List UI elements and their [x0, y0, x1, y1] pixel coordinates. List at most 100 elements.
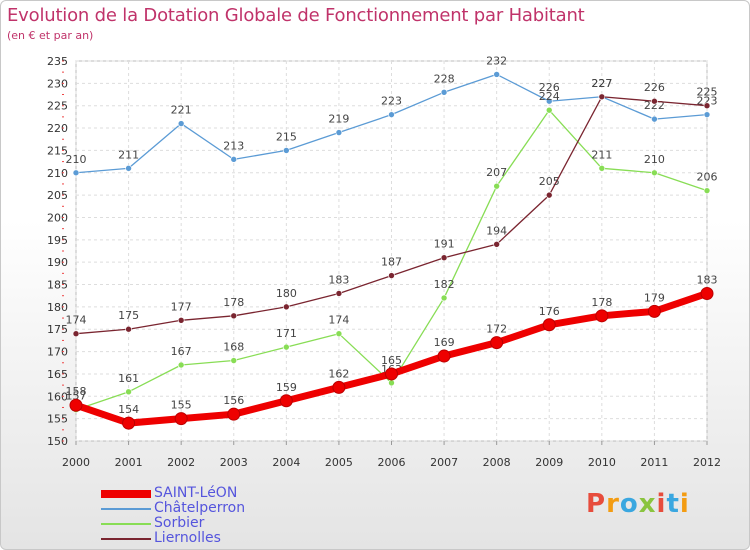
- data-point-liernolles: [598, 93, 606, 101]
- legend-label: Châtelperron: [154, 500, 246, 516]
- x-tick-label: 2009: [535, 456, 563, 469]
- legend-swatch: [101, 523, 151, 525]
- data-point-liernolles: [493, 240, 500, 248]
- data-label-ch-telperron: 226: [539, 81, 560, 94]
- y-tick-label: 175: [47, 323, 68, 336]
- x-tick-label: 2000: [62, 456, 90, 469]
- data-label-saint-l-on: 159: [276, 381, 297, 394]
- data-point-ch-telperron: [125, 164, 132, 172]
- data-label-liernolles: 205: [539, 175, 560, 188]
- y-tick-label: 205: [47, 189, 68, 202]
- data-point-saint-l-on: [647, 304, 661, 318]
- data-point-liernolles: [335, 290, 343, 297]
- data-point-liernolles: [440, 254, 448, 262]
- legend-swatch: [101, 508, 151, 510]
- logo-letter: i: [679, 489, 690, 519]
- data-point-ch-telperron: [72, 169, 80, 177]
- data-label-liernolles: 180: [276, 287, 297, 300]
- data-label-liernolles: 225: [697, 86, 718, 99]
- y-tick-label: 215: [47, 144, 68, 157]
- data-label-liernolles: 175: [118, 309, 139, 322]
- data-label-ch-telperron: 211: [118, 148, 139, 161]
- data-label-saint-l-on: 169: [434, 336, 455, 349]
- data-point-saint-l-on: [542, 318, 556, 332]
- legend-label: Sorbier: [154, 515, 205, 531]
- data-point-sorbier: [493, 182, 500, 190]
- data-point-saint-l-on: [122, 416, 136, 430]
- data-label-sorbier: 224: [539, 90, 560, 103]
- x-tick-label: 2002: [167, 456, 195, 469]
- x-tick-label: 2010: [588, 456, 616, 469]
- legend-label: Liernolles: [154, 530, 221, 546]
- data-label-sorbier: 161: [118, 372, 139, 385]
- data-point-liernolles: [283, 303, 290, 311]
- data-label-saint-l-on: 165: [381, 354, 402, 367]
- logo-letter: o: [619, 489, 639, 519]
- data-point-saint-l-on: [227, 407, 241, 421]
- data-label-sorbier: 168: [223, 341, 244, 354]
- data-point-ch-telperron: [335, 129, 343, 136]
- logo-letter: r: [606, 489, 620, 519]
- data-point-liernolles: [651, 97, 658, 105]
- y-tick-label: 210: [47, 167, 68, 180]
- logo-letter: i: [656, 489, 667, 519]
- data-label-ch-telperron: 219: [328, 113, 349, 126]
- data-label-ch-telperron: 222: [644, 99, 665, 112]
- x-tick-label: 2012: [693, 456, 721, 469]
- x-tick-label: 2005: [325, 456, 353, 469]
- data-point-saint-l-on: [437, 349, 451, 363]
- data-label-ch-telperron: 210: [66, 153, 87, 166]
- y-tick-label: 220: [47, 122, 68, 135]
- y-tick-label: 200: [47, 211, 68, 224]
- data-label-sorbier: 167: [171, 345, 192, 358]
- y-tick-label: 165: [47, 368, 68, 381]
- data-label-liernolles: 227: [591, 77, 612, 90]
- data-label-saint-l-on: 158: [66, 385, 87, 398]
- data-point-saint-l-on: [279, 394, 293, 408]
- y-tick-label: 235: [47, 55, 68, 68]
- data-label-sorbier: 210: [644, 153, 665, 166]
- data-label-sorbier: 171: [276, 327, 297, 340]
- data-label-liernolles: 187: [381, 256, 402, 269]
- data-point-liernolles: [72, 330, 80, 338]
- data-label-sorbier: 174: [328, 314, 349, 327]
- x-tick-label: 2008: [483, 456, 511, 469]
- data-label-sorbier: 157: [66, 390, 87, 403]
- data-point-saint-l-on: [174, 412, 188, 426]
- chart-title: Evolution de la Dotation Globale de Fonc…: [7, 5, 585, 26]
- data-point-sorbier: [177, 361, 185, 369]
- legend-swatch: [101, 538, 151, 540]
- y-tick-label: 160: [47, 390, 68, 403]
- data-label-ch-telperron: 223: [697, 95, 718, 108]
- y-tick-label: 150: [47, 435, 68, 448]
- data-point-sorbier: [545, 106, 553, 114]
- data-label-saint-l-on: 156: [223, 394, 244, 407]
- proxiti-logo: Proxiti: [586, 489, 690, 519]
- data-point-liernolles: [230, 312, 238, 320]
- data-label-sorbier: 207: [486, 166, 507, 179]
- data-label-sorbier: 206: [697, 171, 718, 184]
- data-point-sorbier: [703, 187, 711, 194]
- data-point-ch-telperron: [230, 156, 238, 163]
- data-label-saint-l-on: 179: [644, 291, 665, 304]
- data-point-saint-l-on: [385, 367, 398, 381]
- y-tick-label: 230: [47, 77, 68, 90]
- y-tick-label: 155: [47, 413, 68, 426]
- y-tick-label: 190: [47, 256, 68, 269]
- data-point-liernolles: [388, 272, 395, 279]
- data-point-liernolles: [703, 102, 711, 110]
- data-label-liernolles: 191: [434, 238, 455, 251]
- x-tick-label: 2011: [640, 456, 668, 469]
- data-label-sorbier: 211: [591, 148, 612, 161]
- data-point-ch-telperron: [545, 97, 553, 105]
- data-point-ch-telperron: [651, 115, 658, 123]
- data-point-sorbier: [283, 343, 290, 351]
- legend-swatch: [101, 490, 151, 498]
- data-label-saint-l-on: 154: [118, 403, 139, 416]
- data-point-saint-l-on: [595, 309, 609, 323]
- data-label-saint-l-on: 176: [539, 305, 560, 318]
- data-label-saint-l-on: 183: [697, 273, 718, 286]
- data-label-saint-l-on: 162: [328, 367, 349, 380]
- x-tick-label: 2006: [378, 456, 406, 469]
- y-tick-label: 185: [47, 279, 68, 292]
